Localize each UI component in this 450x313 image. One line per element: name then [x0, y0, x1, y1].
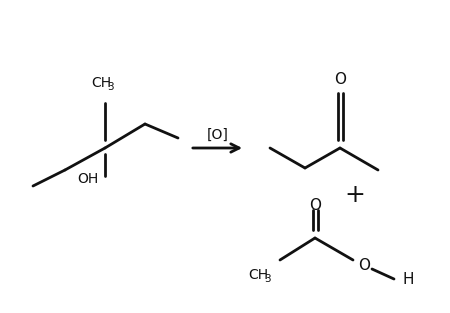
Text: 3: 3	[108, 81, 114, 91]
Text: [O]: [O]	[207, 128, 229, 142]
Text: CH: CH	[91, 76, 111, 90]
Text: CH: CH	[248, 268, 268, 282]
Text: H: H	[402, 271, 414, 286]
Text: O: O	[309, 198, 321, 213]
Text: O: O	[358, 258, 370, 273]
Text: OH: OH	[77, 172, 99, 186]
Text: +: +	[345, 183, 365, 207]
Text: O: O	[334, 73, 346, 88]
Text: 3: 3	[265, 274, 271, 284]
